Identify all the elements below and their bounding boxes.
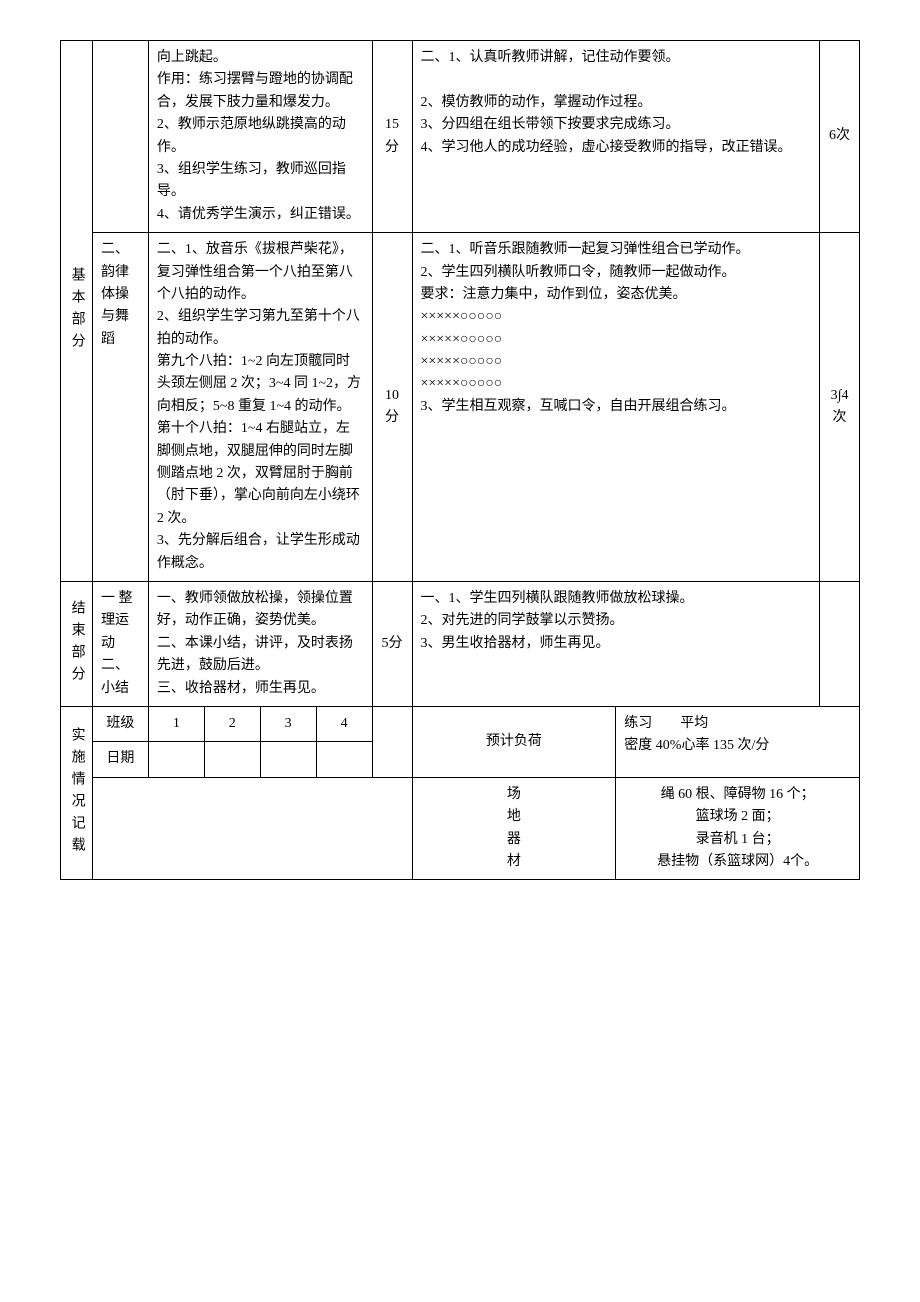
teacher-activity-1: 向上跳起。 作用：练习摆臂与蹬地的协调配合，发展下肢力量和爆发力。 2、教师示范…	[148, 41, 372, 233]
student-activity-2: 二、1、听音乐跟随教师一起复习弹性组合已学动作。 2、学生四列横队听教师口令，随…	[412, 233, 820, 582]
section-end: 结束部分	[61, 581, 93, 706]
time-2: 10分	[372, 233, 412, 582]
load-text: 练习 平均 密度 40%心率 135 次/分	[616, 706, 860, 777]
sub-empty	[92, 41, 148, 233]
class-4: 4	[316, 706, 372, 741]
date-label: 日期	[92, 742, 148, 777]
impl-blank-2	[92, 777, 412, 880]
end-section-row: 结束部分 一 整理运动 二、小结 一、教师领做放松操，领操位置好，动作正确，姿势…	[61, 581, 860, 706]
date-4	[316, 742, 372, 777]
formation-diagram: ×××××○○○○○ ×××××○○○○○ ×××××○○○○○ ×××××○○…	[421, 309, 503, 391]
time-1: 15分	[372, 41, 412, 233]
reps-3	[820, 581, 860, 706]
student-activity-1: 二、1、认真听教师讲解，记住动作要领。 2、模仿教师的动作，掌握动作过程。 3、…	[412, 41, 820, 233]
date-3	[260, 742, 316, 777]
lesson-plan-table: 基本部分 向上跳起。 作用：练习摆臂与蹬地的协调配合，发展下肢力量和爆发力。 2…	[60, 40, 860, 880]
class-1: 1	[148, 706, 204, 741]
equip-label: 场地器材	[412, 777, 616, 880]
time-3: 5分	[372, 581, 412, 706]
student-2-post: 3、学生相互观察，互喊口令，自由开展组合练习。	[421, 399, 736, 414]
teacher-activity-2: 二、1、放音乐《拔根芦柴花》，复习弹性组合第一个八拍至第八个八拍的动作。 2、组…	[148, 233, 372, 582]
sub-rhythm: 二、韵律体操与舞蹈	[92, 233, 148, 582]
section-main: 基本部分	[61, 41, 93, 582]
main-section-row2: 二、韵律体操与舞蹈 二、1、放音乐《拔根芦柴花》，复习弹性组合第一个八拍至第八个…	[61, 233, 860, 582]
section-impl: 实施情况记载	[61, 706, 93, 879]
date-2	[204, 742, 260, 777]
main-section-row1: 基本部分 向上跳起。 作用：练习摆臂与蹬地的协调配合，发展下肢力量和爆发力。 2…	[61, 41, 860, 233]
impl-row-equip: 场地器材 绳 60 根、障碍物 16 个； 篮球场 2 面； 录音机 1 台； …	[61, 777, 860, 880]
class-2: 2	[204, 706, 260, 741]
date-1	[148, 742, 204, 777]
equip-text: 绳 60 根、障碍物 16 个； 篮球场 2 面； 录音机 1 台； 悬挂物（系…	[616, 777, 860, 880]
class-label: 班级	[92, 706, 148, 741]
reps-2: 3∫4次	[820, 233, 860, 582]
student-2-pre: 二、1、听音乐跟随教师一起复习弹性组合已学动作。 2、学生四列横队听教师口令，随…	[421, 242, 750, 302]
impl-row-class: 实施情况记载 班级 1 2 3 4 预计负荷 练习 平均 密度 40%心率 13…	[61, 706, 860, 741]
student-activity-3: 一、1、学生四列横队跟随教师做放松球操。 2、对先进的同学鼓掌以示赞扬。 3、男…	[412, 581, 820, 706]
teacher-activity-3: 一、教师领做放松操，领操位置好，动作正确，姿势优美。 二、本课小结，讲评，及时表…	[148, 581, 372, 706]
reps-1: 6次	[820, 41, 860, 233]
class-3: 3	[260, 706, 316, 741]
load-label: 预计负荷	[412, 706, 616, 777]
impl-blank-1	[372, 706, 412, 777]
sub-end: 一 整理运动 二、小结	[92, 581, 148, 706]
